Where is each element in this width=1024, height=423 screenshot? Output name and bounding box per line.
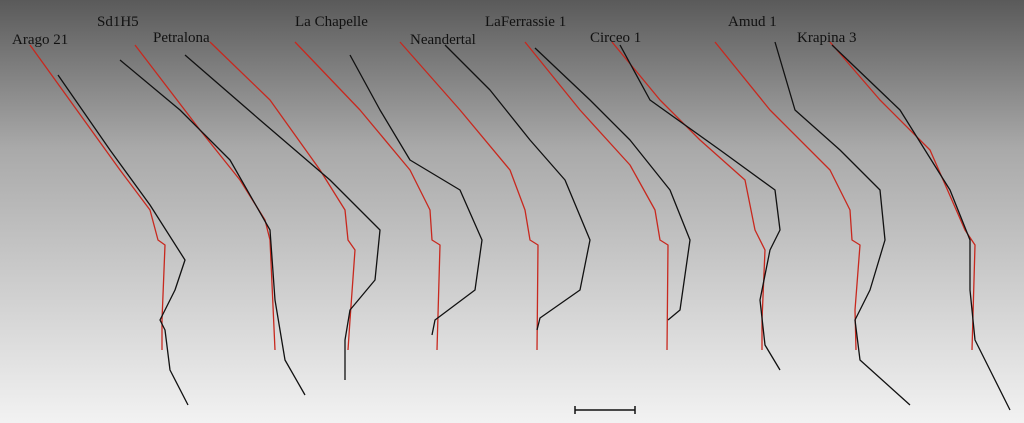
specimen-label: Amud 1 (728, 14, 777, 30)
specimen-label: Arago 21 (12, 32, 68, 48)
page: {"labels": ["Arago 21", "Sd1H5", "Petral… (0, 0, 1024, 423)
specimen-label: Sd1H5 (97, 14, 139, 30)
specimen-label: Krapina 3 (797, 30, 857, 46)
specimen-label: Petralona (153, 30, 210, 46)
specimen-label: La Chapelle (295, 14, 368, 30)
specimen-label: LaFerrassie 1 (485, 14, 566, 30)
specimen-label: Circeo 1 (590, 30, 641, 46)
figure: Arago 21 Sd1H5 Petralona La Chapelle Nea… (0, 0, 1024, 423)
specimen-label: Neandertal (410, 32, 476, 48)
